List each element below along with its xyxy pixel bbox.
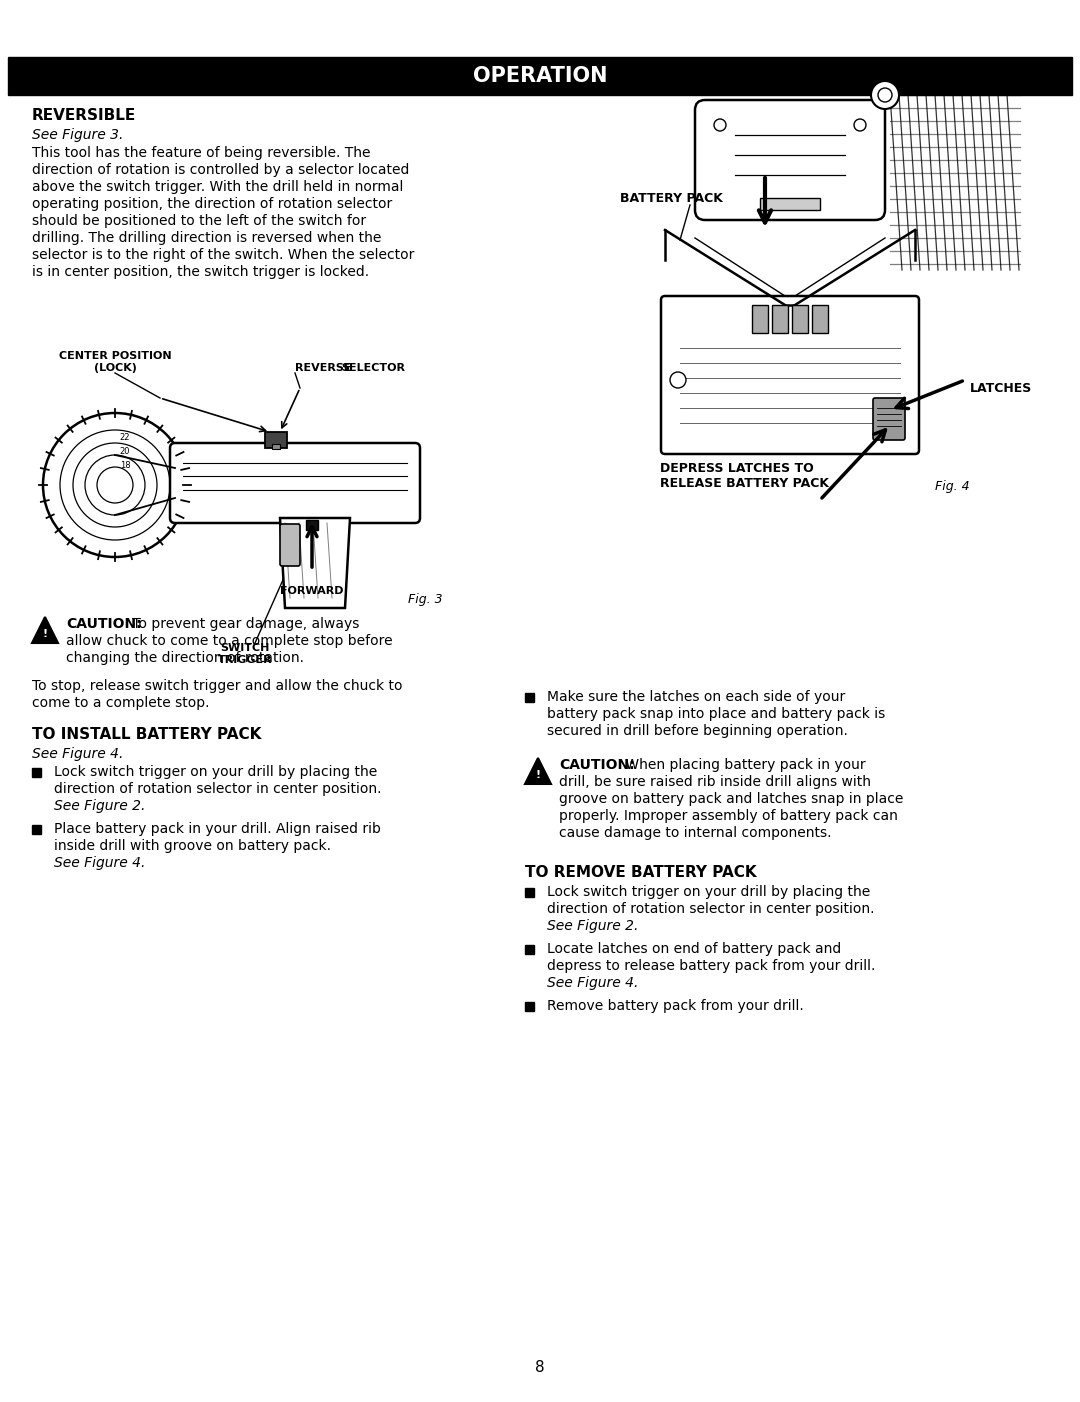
Text: Place battery pack in your drill. Align raised rib: Place battery pack in your drill. Align … xyxy=(54,822,381,836)
Text: To stop, release switch trigger and allow the chuck to: To stop, release switch trigger and allo… xyxy=(32,679,403,693)
Bar xyxy=(525,945,534,953)
FancyBboxPatch shape xyxy=(170,443,420,523)
Text: FORWARD: FORWARD xyxy=(280,586,343,596)
Circle shape xyxy=(714,119,726,130)
Text: CAUTION:: CAUTION: xyxy=(66,617,141,631)
Text: See Figure 2.: See Figure 2. xyxy=(54,799,146,813)
Text: TO INSTALL BATTERY PACK: TO INSTALL BATTERY PACK xyxy=(32,728,261,742)
Text: drilling. The drilling direction is reversed when the: drilling. The drilling direction is reve… xyxy=(32,231,381,245)
Text: See Figure 3.: See Figure 3. xyxy=(32,128,123,142)
Bar xyxy=(525,887,534,897)
Text: direction of rotation is controlled by a selector located: direction of rotation is controlled by a… xyxy=(32,163,409,177)
Text: REVERSE: REVERSE xyxy=(295,363,351,373)
Text: SELECTOR: SELECTOR xyxy=(341,363,405,373)
Text: SWITCH
TRIGGER: SWITCH TRIGGER xyxy=(218,644,272,665)
Text: come to a complete stop.: come to a complete stop. xyxy=(32,695,210,709)
Text: TO REMOVE BATTERY PACK: TO REMOVE BATTERY PACK xyxy=(525,865,757,880)
FancyBboxPatch shape xyxy=(661,296,919,454)
Text: LATCHES: LATCHES xyxy=(970,381,1032,394)
Bar xyxy=(752,306,768,334)
Text: !: ! xyxy=(42,629,48,639)
Text: REVERSIBLE: REVERSIBLE xyxy=(32,108,136,123)
Text: See Figure 4.: See Figure 4. xyxy=(54,857,146,871)
Text: See Figure 2.: See Figure 2. xyxy=(546,918,638,932)
Text: allow chuck to come to a complete stop before: allow chuck to come to a complete stop b… xyxy=(66,634,393,648)
Text: Make sure the latches on each side of your: Make sure the latches on each side of yo… xyxy=(546,690,846,704)
Text: depress to release battery pack from your drill.: depress to release battery pack from you… xyxy=(546,959,876,973)
Text: See Figure 4.: See Figure 4. xyxy=(546,976,638,990)
Text: above the switch trigger. With the drill held in normal: above the switch trigger. With the drill… xyxy=(32,179,403,193)
Bar xyxy=(760,198,820,210)
Text: See Figure 4.: See Figure 4. xyxy=(32,747,123,761)
Text: When placing battery pack in your: When placing battery pack in your xyxy=(621,758,866,773)
Text: Fig. 3: Fig. 3 xyxy=(408,593,443,606)
Text: selector is to the right of the switch. When the selector: selector is to the right of the switch. … xyxy=(32,248,415,262)
Text: DEPRESS LATCHES TO
RELEASE BATTERY PACK: DEPRESS LATCHES TO RELEASE BATTERY PACK xyxy=(660,463,829,491)
Text: should be positioned to the left of the switch for: should be positioned to the left of the … xyxy=(32,215,366,229)
FancyBboxPatch shape xyxy=(873,398,905,440)
Text: This tool has the feature of being reversible. The: This tool has the feature of being rever… xyxy=(32,146,370,160)
Text: 18: 18 xyxy=(120,460,131,470)
Bar xyxy=(812,306,828,334)
Text: Lock switch trigger on your drill by placing the: Lock switch trigger on your drill by pla… xyxy=(54,765,377,780)
Text: drill, be sure raised rib inside drill aligns with: drill, be sure raised rib inside drill a… xyxy=(559,775,870,789)
Text: CENTER POSITION
(LOCK): CENTER POSITION (LOCK) xyxy=(58,352,172,373)
Bar xyxy=(792,306,808,334)
Text: groove on battery pack and latches snap in place: groove on battery pack and latches snap … xyxy=(559,792,903,806)
Bar xyxy=(8,57,1072,95)
Text: CAUTION:: CAUTION: xyxy=(559,758,635,773)
Bar xyxy=(306,520,318,530)
Polygon shape xyxy=(32,617,58,644)
Text: 22: 22 xyxy=(120,432,131,442)
Circle shape xyxy=(670,372,686,388)
Text: Locate latches on end of battery pack and: Locate latches on end of battery pack an… xyxy=(546,942,841,956)
Text: direction of rotation selector in center position.: direction of rotation selector in center… xyxy=(546,901,875,916)
Text: is in center position, the switch trigger is locked.: is in center position, the switch trigge… xyxy=(32,265,369,279)
Bar xyxy=(272,444,280,449)
Text: 8: 8 xyxy=(536,1360,544,1375)
Bar xyxy=(265,432,287,449)
Polygon shape xyxy=(525,758,551,784)
Text: properly. Improper assembly of battery pack can: properly. Improper assembly of battery p… xyxy=(559,809,897,823)
Text: secured in drill before beginning operation.: secured in drill before beginning operat… xyxy=(546,723,848,737)
Bar xyxy=(32,824,41,834)
Polygon shape xyxy=(280,517,350,608)
Circle shape xyxy=(870,81,899,109)
FancyBboxPatch shape xyxy=(696,100,885,220)
Text: Fig. 4: Fig. 4 xyxy=(935,479,970,494)
Text: BATTERY PACK: BATTERY PACK xyxy=(620,192,723,205)
Text: Remove battery pack from your drill.: Remove battery pack from your drill. xyxy=(546,1000,804,1014)
Text: direction of rotation selector in center position.: direction of rotation selector in center… xyxy=(54,782,381,796)
Text: battery pack snap into place and battery pack is: battery pack snap into place and battery… xyxy=(546,707,886,721)
Circle shape xyxy=(878,88,892,102)
Bar xyxy=(525,693,534,702)
Text: To prevent gear damage, always: To prevent gear damage, always xyxy=(129,617,360,631)
Text: inside drill with groove on battery pack.: inside drill with groove on battery pack… xyxy=(54,838,330,852)
Text: changing the direction of rotation.: changing the direction of rotation. xyxy=(66,651,303,665)
Text: Lock switch trigger on your drill by placing the: Lock switch trigger on your drill by pla… xyxy=(546,885,870,899)
Bar xyxy=(32,768,41,777)
Text: 20: 20 xyxy=(120,446,131,456)
Bar xyxy=(772,306,788,334)
Text: cause damage to internal components.: cause damage to internal components. xyxy=(559,826,832,840)
Circle shape xyxy=(854,119,866,130)
Text: !: ! xyxy=(536,771,541,781)
Circle shape xyxy=(43,414,187,557)
Text: OPERATION: OPERATION xyxy=(473,66,607,86)
Bar xyxy=(525,1002,534,1011)
Text: operating position, the direction of rotation selector: operating position, the direction of rot… xyxy=(32,198,392,210)
FancyBboxPatch shape xyxy=(280,524,300,566)
